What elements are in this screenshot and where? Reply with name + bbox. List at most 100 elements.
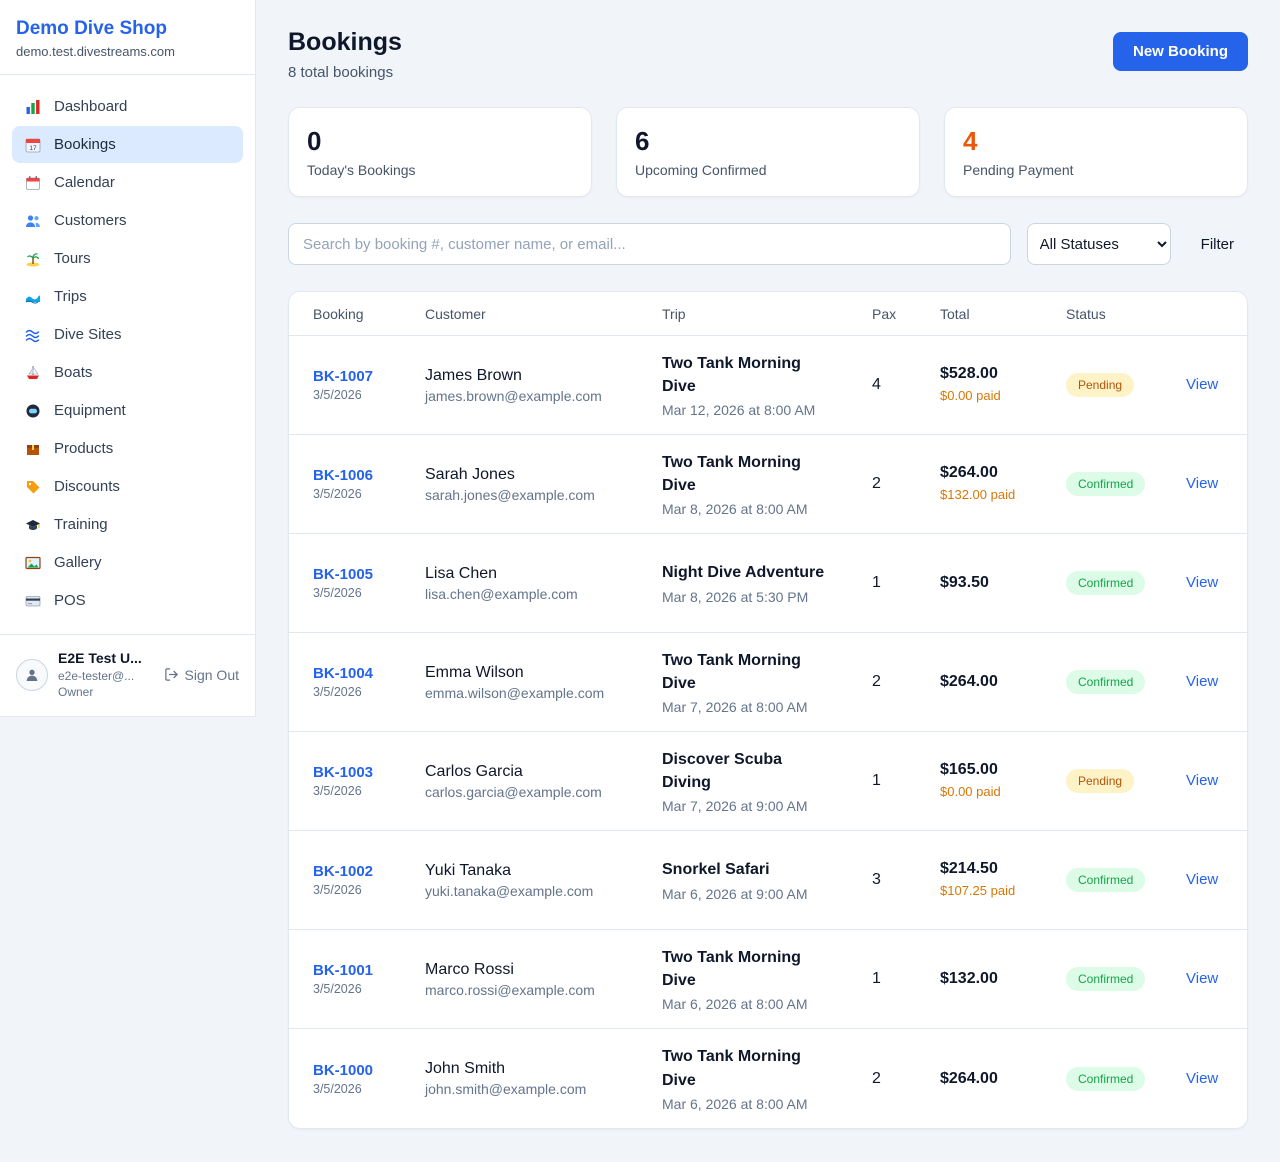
stat-card: 4 Pending Payment xyxy=(944,107,1248,197)
sidebar-item-label: Dive Sites xyxy=(54,326,122,343)
total-amount: $264.00 xyxy=(940,1069,998,1087)
trip-name: Two Tank Morning Dive xyxy=(662,453,801,494)
view-link[interactable]: View xyxy=(1186,871,1219,888)
training-icon xyxy=(24,517,42,533)
trip-date: Mar 6, 2026 at 8:00 AM xyxy=(662,996,808,1013)
paid-amount: $0.00 paid xyxy=(940,784,1001,800)
booking-date: 3/5/2026 xyxy=(313,784,362,798)
filter-button[interactable]: Filter xyxy=(1200,235,1234,253)
status-badge: Confirmed xyxy=(1066,670,1146,694)
pax-count: 2 xyxy=(872,475,881,492)
booking-id-link[interactable]: BK-1007 xyxy=(313,368,374,385)
sidebar-item-calendar[interactable]: Calendar xyxy=(12,164,243,201)
title-block: Bookings 8 total bookings xyxy=(288,28,402,81)
customer-name: Sarah Jones xyxy=(425,465,515,483)
trip-date: Mar 6, 2026 at 8:00 AM xyxy=(662,1095,808,1112)
column-header: Booking xyxy=(313,305,364,322)
table-row: BK-1001 3/5/2026 Marco Rossi marco.rossi… xyxy=(289,930,1247,1029)
column-header: Trip xyxy=(662,305,686,322)
sidebar-item-label: Boats xyxy=(54,364,93,381)
sidebar-nav: Dashboard Bookings Calendar Customers To… xyxy=(0,75,255,634)
sidebar-item-dive-sites[interactable]: Dive Sites xyxy=(12,316,243,353)
user-icon xyxy=(26,669,38,681)
dive-sites-icon xyxy=(24,327,42,343)
booking-cell: BK-1001 3/5/2026 xyxy=(313,962,425,996)
main-content: Bookings 8 total bookings New Booking 0 … xyxy=(256,0,1280,1161)
pax-count: 1 xyxy=(872,970,881,987)
user-info: E2E Test U... e2e-tester@... Owner xyxy=(58,649,142,700)
pax-count: 2 xyxy=(872,673,881,690)
trip-name: Discover Scuba Diving xyxy=(662,750,783,791)
table-row: BK-1007 3/5/2026 James Brown james.brown… xyxy=(289,336,1247,435)
booking-id-link[interactable]: BK-1002 xyxy=(313,863,374,880)
sidebar-item-label: Discounts xyxy=(54,478,120,495)
trip-cell: Two Tank Morning Dive Mar 6, 2026 at 8:0… xyxy=(662,946,872,1012)
sidebar-item-trips[interactable]: Trips xyxy=(12,278,243,315)
booking-cell: BK-1002 3/5/2026 xyxy=(313,863,425,897)
trip-cell: Snorkel Safari Mar 6, 2026 at 9:00 AM xyxy=(662,858,872,901)
booking-id-link[interactable]: BK-1005 xyxy=(313,566,374,583)
view-link[interactable]: View xyxy=(1186,376,1219,393)
booking-date: 3/5/2026 xyxy=(313,388,362,402)
booking-id-link[interactable]: BK-1004 xyxy=(313,665,374,682)
view-cell: View xyxy=(1186,970,1223,988)
status-badge: Confirmed xyxy=(1066,472,1146,496)
sidebar-item-customers[interactable]: Customers xyxy=(12,202,243,239)
sidebar-item-dashboard[interactable]: Dashboard xyxy=(12,88,243,125)
status-filter-select[interactable]: All Statuses xyxy=(1026,223,1171,265)
sidebar-item-pos[interactable]: POS xyxy=(12,582,243,619)
view-link[interactable]: View xyxy=(1186,475,1219,492)
customers-icon xyxy=(24,213,42,229)
booking-id-link[interactable]: BK-1001 xyxy=(313,962,374,979)
trip-date: Mar 12, 2026 at 8:00 AM xyxy=(662,402,816,419)
view-link[interactable]: View xyxy=(1186,574,1219,591)
sidebar-item-discounts[interactable]: Discounts xyxy=(12,468,243,505)
column-header: Customer xyxy=(425,305,486,322)
sidebar-item-label: Equipment xyxy=(54,402,126,419)
customer-cell: Carlos Garcia carlos.garcia@example.com xyxy=(425,763,662,800)
sidebar-item-gallery[interactable]: Gallery xyxy=(12,544,243,581)
booking-id-link[interactable]: BK-1003 xyxy=(313,764,374,781)
sidebar-item-products[interactable]: Products xyxy=(12,430,243,467)
booking-id-link[interactable]: BK-1000 xyxy=(313,1061,374,1079)
column-header: Total xyxy=(940,305,970,322)
user-email: e2e-tester@... xyxy=(58,668,135,683)
total-cell: $264.00 xyxy=(940,673,1066,691)
sign-out-button[interactable]: Sign Out xyxy=(164,667,239,683)
avatar xyxy=(16,658,48,691)
sidebar-item-training[interactable]: Training xyxy=(12,506,243,543)
total-cell: $93.50 xyxy=(940,574,1066,592)
trip-date: Mar 8, 2026 at 8:00 AM xyxy=(662,501,808,518)
status-badge: Confirmed xyxy=(1066,967,1146,991)
shop-name[interactable]: Demo Dive Shop xyxy=(16,18,167,39)
trip-cell: Two Tank Morning Dive Mar 7, 2026 at 8:0… xyxy=(662,649,872,715)
view-cell: View xyxy=(1186,871,1223,889)
status-badge: Pending xyxy=(1066,373,1135,397)
page-title: Bookings xyxy=(288,28,402,56)
sidebar-item-boats[interactable]: Boats xyxy=(12,354,243,391)
trip-name: Two Tank Morning Dive xyxy=(662,651,801,692)
sidebar-item-equipment[interactable]: Equipment xyxy=(12,392,243,429)
search-input[interactable] xyxy=(288,223,1011,265)
column-header: Pax xyxy=(872,305,897,322)
sidebar-item-bookings[interactable]: Bookings xyxy=(12,126,243,163)
view-link[interactable]: View xyxy=(1186,673,1219,690)
booking-id-link[interactable]: BK-1006 xyxy=(313,467,374,484)
stat-value: 6 xyxy=(635,126,650,156)
view-link[interactable]: View xyxy=(1186,1069,1219,1087)
new-booking-button[interactable]: New Booking xyxy=(1112,32,1248,71)
sidebar-item-tours[interactable]: Tours xyxy=(12,240,243,277)
customer-name: Yuki Tanaka xyxy=(425,861,511,879)
customer-email: emma.wilson@example.com xyxy=(425,684,605,701)
total-cell: $264.00 $132.00 paid xyxy=(940,464,1066,504)
status-cell: Pending xyxy=(1066,769,1186,793)
view-link[interactable]: View xyxy=(1186,772,1219,789)
stat-label: Upcoming Confirmed xyxy=(635,162,767,178)
view-link[interactable]: View xyxy=(1186,970,1219,987)
total-amount: $132.00 xyxy=(940,970,998,987)
column-header: Status xyxy=(1066,305,1106,322)
trip-cell: Two Tank Morning Dive Mar 8, 2026 at 8:0… xyxy=(662,451,872,517)
total-amount: $93.50 xyxy=(940,574,989,591)
sidebar-header: Demo Dive Shop demo.test.divestreams.com xyxy=(0,0,255,75)
trip-name: Two Tank Morning Dive xyxy=(662,948,801,989)
